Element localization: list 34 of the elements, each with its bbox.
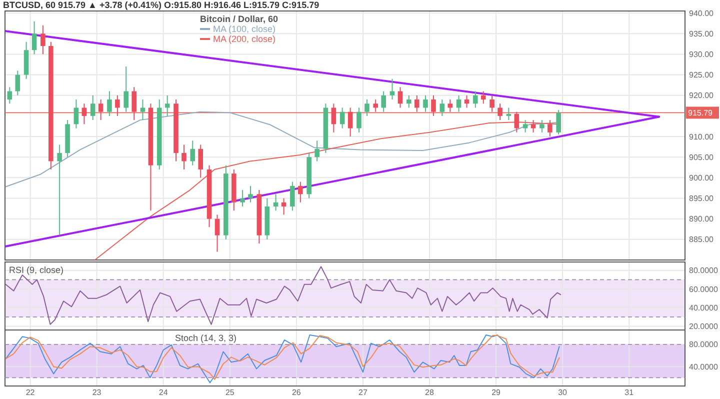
- y-tick-label: 80.0000: [689, 340, 718, 350]
- y-tick-label: 890.00: [689, 214, 714, 224]
- x-tick-label: 28: [425, 388, 434, 397]
- y-tick-label: 885.00: [689, 235, 714, 244]
- y-tick-label: 60.0000: [689, 284, 718, 294]
- x-tick-label: 23: [92, 388, 102, 397]
- chart-title: RSI (9, close): [9, 265, 64, 275]
- y-tick-label: 930.00: [689, 50, 714, 60]
- chart-title: BTCUSD, 60 915.79 ▲ +3.78 (+0.41%) O:915.80 H:916.46 L:915.79 C:915.79: [3, 0, 320, 10]
- y-tick-label: 80.0000: [689, 266, 718, 276]
- y-tick-label: 20.0000: [689, 322, 718, 332]
- y-tick-label: 940.00: [689, 8, 714, 18]
- x-tick-label: 25: [225, 388, 235, 397]
- y-tick-label: 900.00: [689, 173, 714, 182]
- y-tick-label: 40.0000: [689, 303, 718, 312]
- x-tick-label: 29: [492, 388, 502, 397]
- y-tick-label: 920.00: [689, 91, 714, 100]
- x-tick-label: 22: [26, 388, 36, 397]
- legend-label: MA (100, close): [213, 24, 276, 34]
- y-tick-label: 40.0000: [689, 362, 718, 372]
- y-tick-label: 905.00: [689, 152, 714, 162]
- chart-title: Stoch (14, 3, 3): [175, 333, 237, 343]
- legend-label: MA (200, close): [213, 34, 276, 44]
- y-tick-label: 935.00: [689, 29, 714, 38]
- x-tick-label: 26: [292, 388, 302, 397]
- y-tick-label: 925.00: [689, 70, 714, 80]
- chart-subtitle: Bitcoin / Dollar, 60: [200, 14, 278, 24]
- y-tick-label: 910.00: [689, 132, 714, 142]
- x-tick-label: 24: [158, 388, 168, 397]
- ref-line-label: 915.79: [688, 108, 714, 118]
- x-tick-label: 31: [624, 388, 634, 397]
- x-tick-label: 30: [558, 388, 568, 397]
- y-tick-label: 895.00: [689, 194, 714, 204]
- x-tick-label: 27: [358, 388, 368, 397]
